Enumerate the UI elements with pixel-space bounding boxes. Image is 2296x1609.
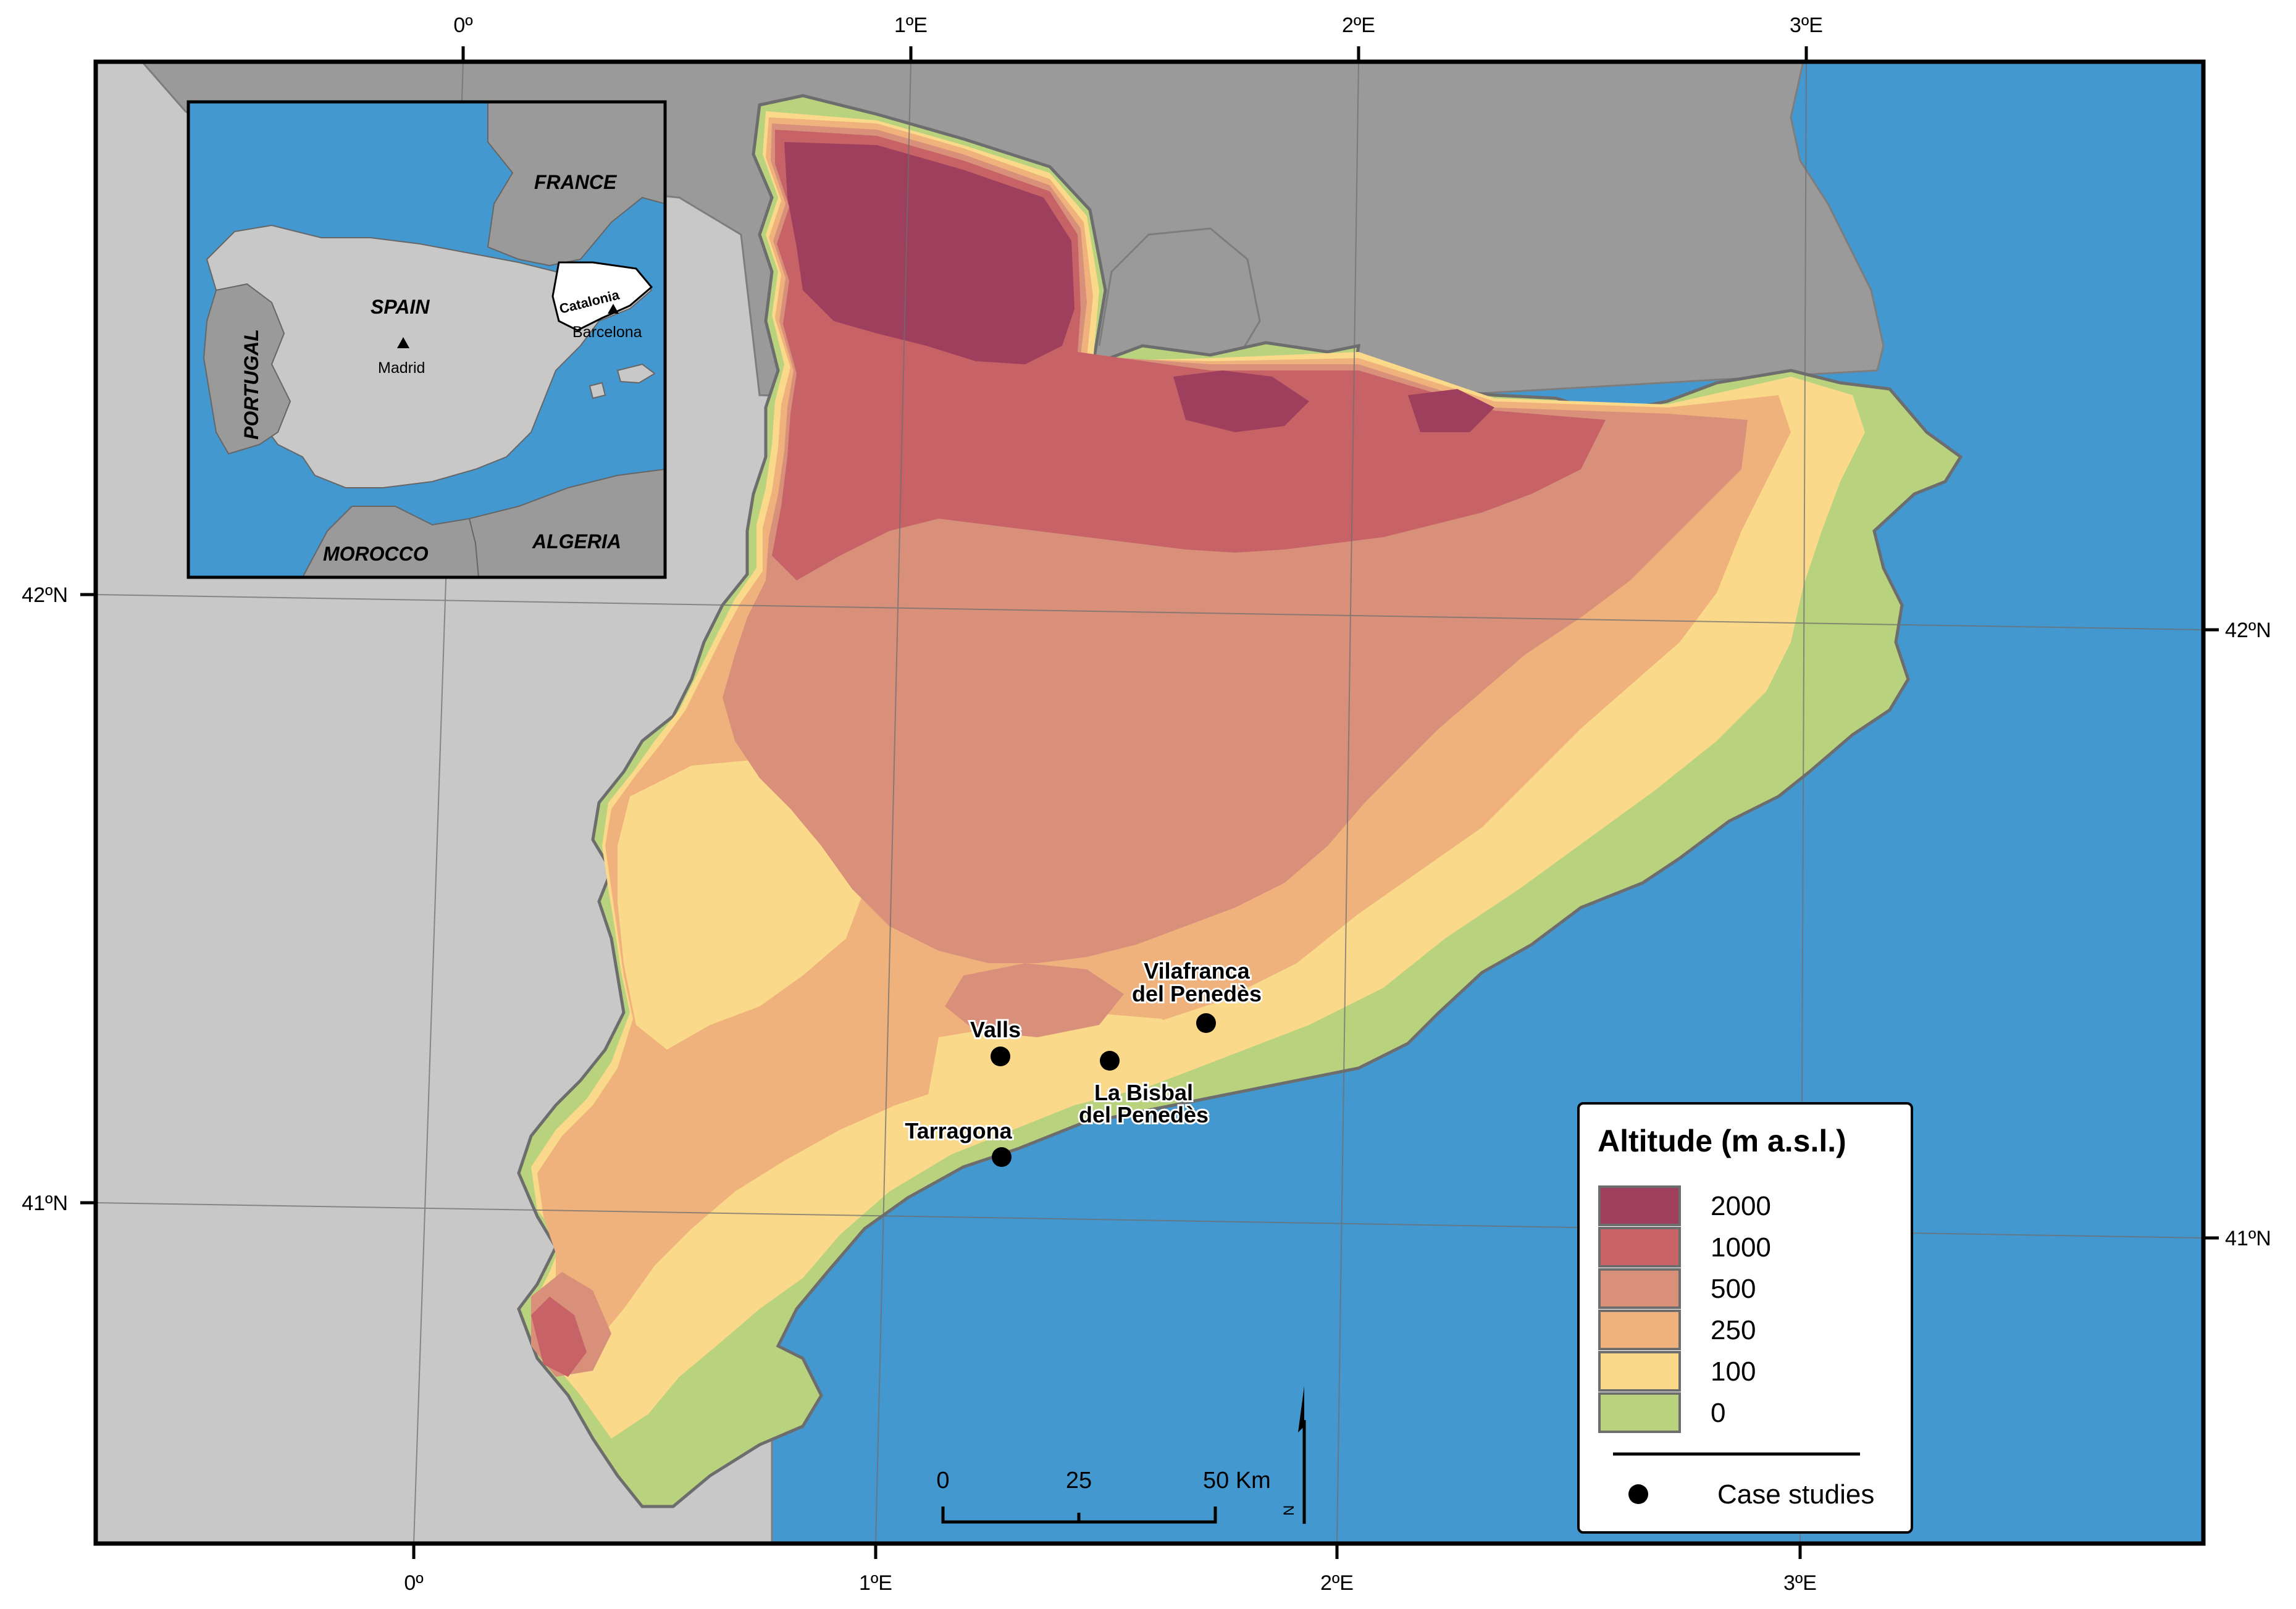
inset-label-algeria: ALGERIA (532, 530, 621, 553)
legend-label-100: 100 (1711, 1356, 1756, 1387)
inset-label-morocco: MOROCCO (323, 543, 429, 565)
case-study-vilafranca-marker (1196, 1013, 1216, 1033)
inset-spain (206, 224, 653, 488)
graticule-labels: 0º 1ºE 2ºE 3ºE 0º 1ºE 2ºE 3ºE 42ºN 41ºN … (22, 14, 2271, 1595)
north-label: N (1281, 1505, 1297, 1516)
case-study-markers (991, 1013, 1216, 1167)
main-map-border (93, 59, 2206, 1546)
scale-tick-50: 50 Km (1203, 1468, 1271, 1494)
case-study-valls-marker (991, 1047, 1010, 1066)
inset-france (487, 102, 665, 267)
elevation-100-camp (926, 1013, 1210, 1130)
bottom-label-3e: 3ºE (1783, 1571, 1817, 1595)
legend-swatch-0 (1598, 1392, 1681, 1433)
legend-case-study-marker (1628, 1484, 1648, 1504)
legend-label-0: 0 (1711, 1398, 1725, 1428)
elevation-2000-east (1173, 370, 1309, 432)
scale-bar: 0 25 50 Km (936, 1468, 1271, 1524)
inset-label-portugal: PORTUGAL (240, 329, 262, 440)
top-label-1e: 1ºE (894, 14, 928, 37)
bottom-label-2e: 2ºE (1320, 1571, 1354, 1595)
case-study-labisbal-marker (1100, 1051, 1120, 1071)
madrid-marker-icon (397, 337, 409, 348)
legend-title: Altitude (m a.s.l.) (1598, 1124, 1846, 1158)
label-labisbal-1: La Bisbal (1094, 1080, 1193, 1105)
label-valls: Valls (970, 1017, 1021, 1042)
graticule-ticks (80, 46, 2219, 1559)
elevation-2000 (784, 142, 1075, 364)
top-label-2e: 2ºE (1342, 14, 1375, 37)
right-label-42n: 42ºN (2225, 619, 2271, 642)
elevation-100-plain (618, 759, 865, 1050)
legend-swatch-250 (1598, 1310, 1681, 1350)
main-map-frame (96, 62, 2203, 1544)
legend-label-2000: 2000 (1711, 1191, 1771, 1221)
inset-border (186, 100, 667, 579)
andorra-border (1098, 227, 1261, 353)
inset-city-madrid: Madrid (378, 359, 425, 377)
legend-swatch-500 (1598, 1268, 1681, 1309)
label-vilafranca-1: Vilafranca (1144, 958, 1250, 984)
elevation-500-south (945, 963, 1124, 1037)
case-study-labels: Vilafranca del Penedès Valls La Bisbal d… (903, 956, 1263, 1145)
inset-portugal (203, 283, 291, 455)
elevation-1000-ports (531, 1297, 587, 1377)
left-label-42n: 42ºN (22, 583, 68, 607)
top-label-3e: 3ºE (1790, 14, 1823, 37)
legend-label-250: 250 (1711, 1315, 1756, 1345)
bottom-label-1e: 1ºE (859, 1571, 892, 1595)
top-label-0: 0º (453, 14, 472, 37)
label-labisbal-2: del Penedès (1079, 1102, 1209, 1127)
legend-swatch-2000 (1598, 1185, 1681, 1226)
inset-map: FRANCE SPAIN PORTUGAL MOROCCO ALGERIA Ca… (186, 100, 667, 579)
inset-label-france: FRANCE (534, 171, 618, 193)
left-label-41n: 41ºN (22, 1192, 68, 1215)
inset-balearic (589, 363, 656, 399)
inset-morocco-algeria-border (469, 518, 479, 577)
legend-case-studies-label: Case studies (1717, 1479, 1874, 1510)
elevation-2000-canigo (1408, 389, 1494, 432)
case-study-tarragona-marker (992, 1147, 1012, 1167)
inset-label-spain: SPAIN (371, 296, 430, 318)
north-arrow-icon: N (1281, 1386, 1306, 1524)
scale-tick-25: 25 (1066, 1468, 1092, 1494)
inset-africa (301, 468, 665, 577)
inset-city-barcelona: Barcelona (572, 324, 642, 341)
label-vilafranca-2: del Penedès (1132, 981, 1262, 1006)
legend-label-500: 500 (1711, 1274, 1756, 1304)
legend-label-1000: 1000 (1711, 1232, 1771, 1263)
label-tarragona: Tarragona (905, 1118, 1012, 1143)
legend-swatch-1000 (1598, 1227, 1681, 1268)
barcelona-marker-icon (608, 304, 619, 314)
scale-tick-0: 0 (936, 1468, 949, 1494)
right-label-41n: 41ºN (2225, 1227, 2271, 1250)
bottom-label-0: 0º (404, 1571, 423, 1595)
legend-swatch-100 (1598, 1351, 1681, 1392)
